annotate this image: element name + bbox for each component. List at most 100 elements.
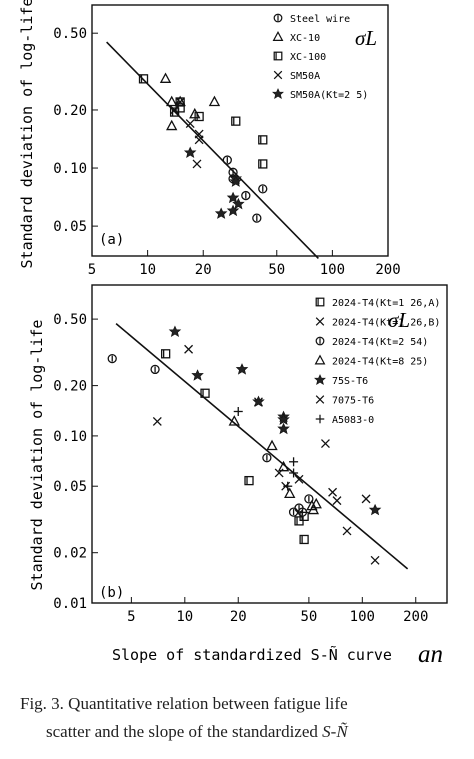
data-point-plus [283, 481, 293, 491]
legend-marker-square-line [273, 51, 283, 61]
data-point-circle-bar [222, 155, 232, 165]
legend-label: 7075-T6 [332, 396, 374, 407]
legend-label: A5083-0 [332, 415, 374, 426]
data-point-triangle [277, 460, 290, 472]
data-point-triangle [306, 499, 318, 511]
panel-a-plot-area [91, 4, 389, 257]
panel-a-y-axis: 0.50 0.20 0.10 0.05 [53, 26, 98, 235]
data-point-x [294, 474, 304, 484]
data-point-star [184, 146, 197, 158]
data-point-x [184, 344, 194, 354]
legend-marker-x [315, 395, 325, 404]
data-point-star [369, 504, 382, 516]
data-point-x [328, 487, 338, 497]
figure-canvas: (a) σL Standard deviation of log-life 0.… [18, 0, 448, 668]
legend-marker-star [272, 88, 284, 99]
y-tick-label: 0.10 [53, 429, 87, 445]
data-point-circle-bar [288, 507, 299, 517]
legend-label: 2024-T4(Kt=2 54) [332, 337, 428, 348]
panel-b-xlabel: Slope of standardized S-Ñ curve [112, 645, 392, 664]
legend-label: SM50A(Kt=2 5) [290, 90, 368, 101]
data-point-square-line [294, 516, 304, 526]
data-point-plus [289, 457, 299, 467]
legend-label: Steel wire [290, 14, 350, 25]
data-point-x [342, 526, 352, 536]
data-point-square-line [200, 388, 210, 398]
data-point-circle-bar [262, 453, 272, 463]
panel-a-legend: Steel wire XC-10 XC-100 SM50A SM50A(Kt=2 5) [272, 13, 368, 101]
y-tick-label: 0.01 [53, 596, 87, 612]
data-point-triangle [310, 497, 322, 509]
figure-caption: Fig. 3. Quantitative relation between fa… [0, 690, 474, 746]
panel-b-plot-area [91, 284, 448, 604]
data-point-star [236, 363, 249, 375]
panel-b-sigma-label: σL [388, 308, 410, 332]
x-tick-label: 50 [268, 262, 285, 278]
data-point-square-line [244, 475, 254, 486]
data-point-square-line [161, 349, 171, 359]
panel-a-fit-line [106, 41, 319, 259]
data-point-star [168, 325, 181, 337]
data-point-square-line [258, 159, 268, 169]
legend-marker-x [315, 317, 325, 326]
panel-b-ylabel: Standard deviation of log-life [28, 320, 46, 591]
panel-b-fit-line [115, 322, 409, 570]
legend-marker-triangle [314, 354, 326, 365]
legend-marker-circle-bar [315, 336, 325, 346]
panel-a: (a) σL Standard deviation of log-life 0.… [18, 0, 401, 278]
data-point-x [321, 439, 330, 449]
data-point-star [227, 191, 240, 204]
panel-b-data-points [107, 325, 382, 565]
legend-label: 2024-T4(Kt=1 26,B) [332, 318, 440, 329]
data-point-triangle [228, 415, 240, 426]
legend-marker-x [273, 70, 283, 80]
x-tick-label: 5 [127, 609, 135, 625]
data-point-x [175, 97, 185, 107]
data-point-square-line [258, 135, 268, 145]
data-point-plus [233, 406, 243, 416]
legend-label: XC-100 [290, 52, 326, 63]
y-tick-label: 0.10 [53, 161, 87, 177]
data-point-x [194, 135, 204, 145]
y-tick-label: 0.20 [53, 103, 87, 119]
panel-b: (b) σL Standard deviation of log-life 0.… [28, 284, 448, 668]
data-point-triangle [266, 439, 278, 451]
panel-b-x-axis: 5 10 20 50 100 200 [127, 597, 428, 625]
data-point-plus [289, 468, 299, 478]
legend-label: XC-10 [290, 33, 320, 44]
panel-a-data-points [138, 72, 268, 223]
panel-a-sigma-label: σL [355, 26, 377, 50]
data-point-circle-bar [241, 190, 251, 201]
data-point-square-line [231, 116, 241, 126]
data-point-circle-bar [297, 507, 308, 517]
x-tick-label: 200 [375, 262, 400, 278]
data-point-circle-bar [150, 364, 160, 375]
data-point-square-line [138, 74, 149, 84]
data-point-x [370, 555, 380, 565]
data-point-triangle [284, 487, 296, 499]
caption-line-1: Fig. 3. Quantitative relation between fa… [20, 694, 348, 713]
data-point-square-line [299, 534, 309, 545]
x-tick-label: 200 [403, 609, 428, 625]
data-point-star [215, 207, 228, 219]
data-point-square-line [194, 111, 204, 122]
panel-a-x-axis: 5 10 20 50 100 200 [88, 250, 401, 278]
legend-label: SM50A [290, 71, 320, 82]
data-point-circle-bar [258, 184, 268, 194]
x-tick-label: 100 [350, 609, 375, 625]
data-point-x [332, 496, 342, 506]
x-tick-label: 5 [88, 262, 96, 278]
x-tick-label: 100 [320, 262, 345, 278]
data-point-circle-bar [304, 494, 314, 504]
legend-label: 2024-T4(Kt=1 26,A) [332, 298, 440, 309]
legend-marker-star [314, 374, 326, 385]
x-tick-label: 50 [300, 609, 317, 625]
legend-label: 2024-T4(Kt=8 25) [332, 357, 428, 368]
caption-line-2: scatter and the slope of the standardize… [0, 718, 474, 746]
y-tick-label: 0.20 [53, 379, 87, 395]
y-tick-label: 0.05 [53, 479, 87, 495]
data-point-x [192, 159, 202, 169]
x-tick-label: 20 [195, 262, 212, 278]
data-point-triangle [208, 95, 221, 107]
data-point-circle-bar [107, 353, 117, 364]
